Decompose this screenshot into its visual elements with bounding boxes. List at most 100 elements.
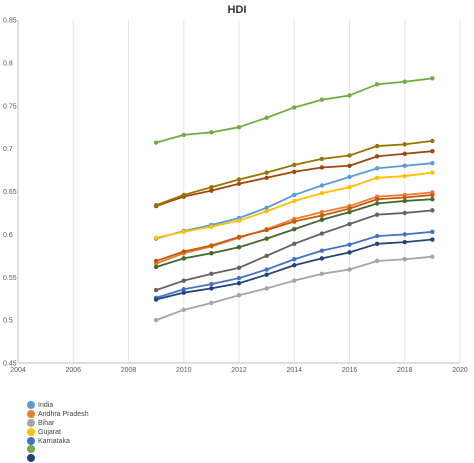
x-tick-label: 2016 [342,367,358,374]
data-point-10-5 [292,227,297,232]
legend-item [27,453,38,463]
data-point-11-2 [209,243,214,248]
legend-label: Bihar [38,419,55,427]
data-point-6-6 [319,256,325,261]
data-point-8-1 [181,278,186,283]
x-tick-label: 2008 [121,367,137,374]
data-point-10-2 [209,251,214,256]
data-point-11-1 [181,249,186,254]
legend-item: Bihar [27,418,54,428]
data-point-2-0 [153,317,159,323]
data-point-9-2 [209,185,214,190]
data-point-3-3 [236,218,242,223]
data-point-5-3 [236,124,242,130]
data-point-9-1 [181,192,186,198]
data-point-4-3 [236,275,242,281]
data-point-10-4 [264,236,269,241]
data-point-3-8 [374,175,380,180]
legend-swatch-icon [27,401,35,409]
data-point-8-4 [264,253,269,259]
data-point-8-7 [347,221,352,227]
data-point-10-1 [181,256,186,261]
y-tick-label: 0.55 [3,275,17,282]
y-tick-label: 0.5 [3,318,13,325]
data-point-2-8 [374,258,380,264]
data-point-5-5 [292,105,297,110]
data-point-8-10 [430,208,435,213]
data-point-11-0 [153,258,159,264]
data-point-2-9 [402,257,407,262]
data-point-11-5 [292,219,297,224]
x-tick-label: 2010 [176,367,192,374]
data-point-6-10 [430,237,435,242]
y-tick-label: 0.75 [3,103,17,110]
data-point-6-1 [181,290,186,295]
data-point-8-2 [209,271,214,277]
data-point-3-10 [430,170,435,175]
data-point-3-2 [209,224,214,229]
legend-swatch-icon [27,410,35,418]
data-point-1-6 [319,209,325,215]
data-point-5-6 [319,97,325,102]
data-point-2-1 [181,307,186,313]
data-point-9-10 [430,138,435,144]
data-point-6-3 [236,281,242,286]
data-point-0-6 [319,183,325,188]
data-point-10-8 [374,201,380,206]
data-point-6-8 [374,241,380,247]
data-point-2-2 [209,300,214,306]
y-tick-label: 0.8 [3,60,13,67]
data-point-9-9 [402,142,407,147]
data-point-9-5 [292,162,297,168]
data-points [153,76,435,323]
data-point-2-6 [319,271,325,277]
data-point-5-4 [264,115,269,120]
data-point-9-8 [374,143,380,149]
data-point-4-8 [374,233,380,239]
data-point-4-5 [292,257,297,262]
data-point-6-5 [292,263,297,268]
data-point-5-2 [209,130,214,135]
data-point-10-0 [153,264,159,270]
data-point-3-7 [347,185,352,190]
data-point-7-8 [374,154,380,159]
y-tick-label: 0.65 [3,189,17,196]
x-tick-label: 2006 [65,367,81,374]
data-point-7-2 [209,188,214,193]
data-point-9-7 [347,153,352,158]
data-point-5-9 [402,79,407,84]
data-point-11-4 [264,227,269,233]
data-point-4-4 [264,267,269,272]
data-point-2-7 [347,267,352,272]
x-tick-label: 2004 [10,367,26,374]
data-point-11-9 [402,195,407,200]
data-point-2-5 [292,278,297,283]
legend-swatch-icon [27,428,35,436]
data-point-8-0 [153,287,159,293]
data-point-4-9 [402,232,407,237]
data-point-0-8 [374,166,380,171]
data-point-8-5 [292,241,297,247]
x-tick-label: 2014 [286,367,302,374]
legend-swatch-icon [27,454,35,462]
data-point-7-3 [236,181,242,186]
data-point-5-10 [430,76,435,81]
data-point-10-3 [236,245,242,250]
legend-label: Gujarat [38,428,61,436]
data-point-5-1 [181,132,186,138]
data-point-8-6 [319,231,325,236]
data-point-7-4 [264,175,269,180]
data-point-7-7 [347,163,352,168]
data-point-3-0 [153,235,159,241]
data-point-10-10 [430,197,435,202]
x-tick-label: 2018 [397,367,413,374]
data-point-3-6 [319,191,325,196]
data-point-11-3 [236,234,242,240]
data-point-7-10 [430,148,435,154]
legend-label: Andhra Pradesh [38,410,89,418]
legend-item: India [27,400,53,410]
data-point-8-9 [402,210,407,216]
data-point-11-6 [319,213,325,218]
data-point-6-4 [264,272,269,277]
data-point-11-7 [347,206,352,211]
